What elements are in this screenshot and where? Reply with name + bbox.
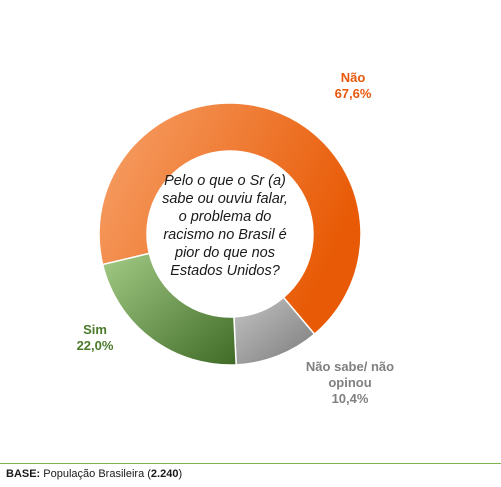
- base-n: 2.240: [150, 468, 179, 480]
- slice-sim: [101, 252, 237, 366]
- question-line: Pelo o que o Sr (a): [164, 173, 286, 189]
- footer-divider: [0, 463, 501, 464]
- label-sim: Sim 22,0%: [60, 322, 130, 354]
- center-question: Pelo o que o Sr (a) sabe ou ouviu falar,…: [150, 172, 300, 280]
- base-close: ): [178, 468, 183, 480]
- question-line: sabe ou ouviu falar,: [162, 191, 288, 207]
- label-sim-name: Sim: [83, 322, 107, 337]
- label-nao: Não 67,6%: [318, 70, 388, 102]
- base-text: População Brasileira (: [40, 468, 151, 480]
- label-nao-value: 67,6%: [334, 86, 372, 101]
- label-nao-name: Não: [340, 70, 366, 85]
- slice-nao: [98, 102, 362, 336]
- label-sim-value: 22,0%: [76, 338, 114, 353]
- base-label: BASE:: [6, 468, 41, 480]
- question-line: Estados Unidos?: [170, 263, 280, 279]
- question-line: o problema do: [178, 209, 272, 225]
- label-nao-sabe-name-2: opinou: [328, 375, 372, 390]
- label-nao-sabe: Não sabe/ não opinou 10,4%: [290, 359, 410, 407]
- label-nao-sabe-name-1: Não sabe/ não: [305, 359, 395, 374]
- base-note: BASE: População Brasileira (2.240): [6, 468, 182, 480]
- label-nao-sabe-value: 10,4%: [331, 391, 369, 406]
- question-line: pior do que nos: [175, 245, 275, 261]
- question-line: racismo no Brasil é: [163, 227, 287, 243]
